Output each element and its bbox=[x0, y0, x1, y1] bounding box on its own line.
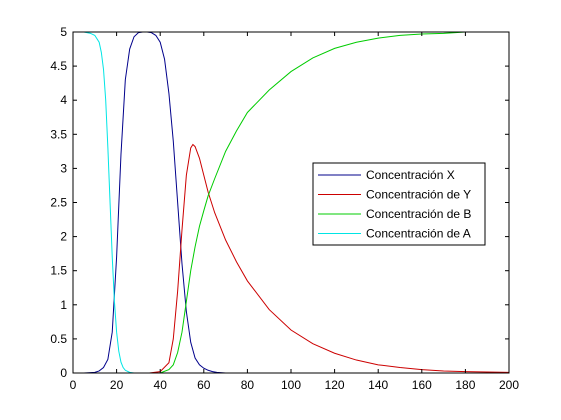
series-line-1 bbox=[73, 31, 509, 374]
y-tick-label: 4.5 bbox=[50, 59, 67, 73]
x-tick-label: 0 bbox=[70, 378, 77, 392]
legend-label-4: Concentración de A bbox=[366, 227, 471, 241]
x-tick-label: 80 bbox=[241, 378, 255, 392]
x-tick-label: 20 bbox=[110, 378, 124, 392]
legend-box bbox=[312, 162, 486, 246]
y-tick-label: 0 bbox=[60, 366, 67, 380]
y-tick-label: 3 bbox=[60, 161, 67, 175]
y-tick-label: 4 bbox=[60, 93, 67, 107]
x-tick-label: 120 bbox=[325, 378, 345, 392]
y-tick-label: 2.5 bbox=[50, 196, 67, 210]
legend-label-1: Concentración X bbox=[366, 168, 455, 182]
legend-label-3: Concentración de B bbox=[366, 207, 471, 221]
y-tick-label: 2 bbox=[60, 230, 67, 244]
axes: 0 20 40 60 80 100 120 140 160 180 200 0 0.5 1 1.5 2 2.5 3… bbox=[50, 25, 519, 392]
x-tick-label: 100 bbox=[281, 378, 301, 392]
legend-label-2: Concentración de Y bbox=[366, 188, 471, 202]
y-tick-label: 1 bbox=[60, 298, 67, 312]
x-tick-label: 200 bbox=[499, 378, 519, 392]
x-tick-label: 140 bbox=[368, 378, 388, 392]
series-line-3 bbox=[73, 31, 466, 374]
x-tick-label: 180 bbox=[455, 378, 475, 392]
y-tick-label: 1.5 bbox=[50, 264, 67, 278]
x-tick-label: 60 bbox=[197, 378, 211, 392]
legend: Concentración X Concentración de Y Concent… bbox=[312, 162, 486, 246]
x-tick-label: 40 bbox=[154, 378, 168, 392]
x-tick-label: 160 bbox=[412, 378, 432, 392]
y-tick-label: 0.5 bbox=[50, 332, 67, 346]
y-tick-label: 3.5 bbox=[50, 127, 67, 141]
series-line-2 bbox=[73, 143, 510, 374]
y-tick-label: 5 bbox=[60, 25, 67, 39]
